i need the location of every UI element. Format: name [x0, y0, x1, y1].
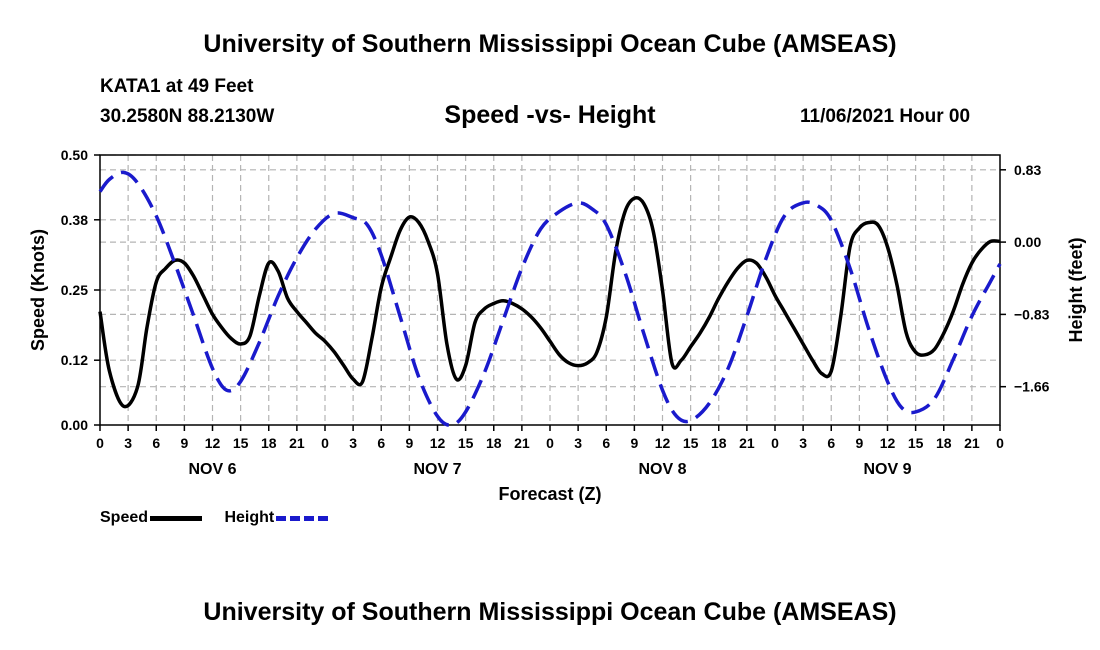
chart-subtitle: Speed -vs- Height [444, 101, 656, 129]
x-tick-label: 6 [152, 435, 160, 451]
x-tick-label: 18 [711, 435, 727, 451]
x-day-label: NOV 9 [863, 461, 911, 478]
series-line-speed [98, 195, 1001, 409]
x-day-label: NOV 8 [638, 461, 686, 478]
x-tick-label: 18 [936, 435, 952, 451]
x-tick-label: 21 [964, 435, 980, 451]
x-tick-label: 15 [908, 435, 924, 451]
chart-title: University of Southern Mississippi Ocean… [203, 30, 897, 58]
x-tick-label: 9 [630, 435, 638, 451]
x-tick-label: 9 [855, 435, 863, 451]
x-tick-label: 6 [377, 435, 385, 451]
y-right-tick-label: −0.83 [1014, 306, 1050, 322]
y-right-axis-label: Height (feet) [1066, 238, 1086, 343]
x-tick-label: 15 [233, 435, 249, 451]
legend: Speed Height [100, 509, 346, 527]
y-right-tick-label: −1.66 [1014, 379, 1050, 395]
x-tick-label: 9 [405, 435, 413, 451]
x-tick-label: 6 [602, 435, 610, 451]
y-right-tick-label: 0.83 [1014, 162, 1041, 178]
x-tick-label: 12 [205, 435, 221, 451]
y-tick-label: 0.25 [61, 282, 88, 298]
x-tick-label: 12 [880, 435, 896, 451]
x-tick-label: 6 [827, 435, 835, 451]
x-tick-label: 3 [349, 435, 357, 451]
y-tick-label: 0.38 [61, 212, 88, 228]
x-axis-label: Forecast (Z) [498, 484, 601, 504]
legend-height-swatch [276, 515, 329, 521]
x-day-label: NOV 6 [188, 461, 236, 478]
x-tick-label: 9 [180, 435, 188, 451]
x-tick-label: 21 [514, 435, 530, 451]
x-tick-label: 12 [430, 435, 446, 451]
x-tick-label: 3 [124, 435, 132, 451]
station-coordinates: 30.2580N 88.2130W [100, 106, 275, 127]
y-tick-label: 0.12 [61, 352, 88, 368]
x-tick-label: 21 [739, 435, 755, 451]
x-tick-label: 18 [486, 435, 502, 451]
x-tick-label: 0 [771, 435, 779, 451]
legend-speed-swatch [150, 515, 203, 521]
x-tick-label: 18 [261, 435, 277, 451]
x-tick-label: 0 [546, 435, 554, 451]
x-tick-label: 15 [458, 435, 474, 451]
y-tick-label: 0.50 [61, 147, 88, 163]
y-tick-label: 0.00 [61, 417, 88, 433]
x-tick-label: 3 [799, 435, 807, 451]
x-tick-label: 21 [289, 435, 305, 451]
x-tick-label: 0 [996, 435, 1004, 451]
forecast-datetime: 11/06/2021 Hour 00 [800, 106, 971, 127]
x-tick-label: 15 [683, 435, 699, 451]
footer-title: University of Southern Mississippi Ocean… [203, 598, 897, 626]
legend-speed-label: Speed [100, 509, 149, 526]
x-tick-label: 3 [574, 435, 582, 451]
x-day-label: NOV 7 [413, 461, 461, 478]
station-label: KATA1 at 49 Feet [100, 76, 254, 97]
x-tick-label: 0 [321, 435, 329, 451]
y-axis-label: Speed (Knots) [28, 229, 48, 351]
y-right-tick-label: 0.00 [1014, 234, 1041, 250]
x-tick-label: 12 [655, 435, 671, 451]
legend-item-speed: Speed [100, 509, 203, 527]
series-line-height [98, 170, 1002, 427]
legend-height-label: Height [224, 509, 275, 526]
x-tick-label: 0 [96, 435, 104, 451]
legend-item-height: Height [224, 509, 329, 527]
